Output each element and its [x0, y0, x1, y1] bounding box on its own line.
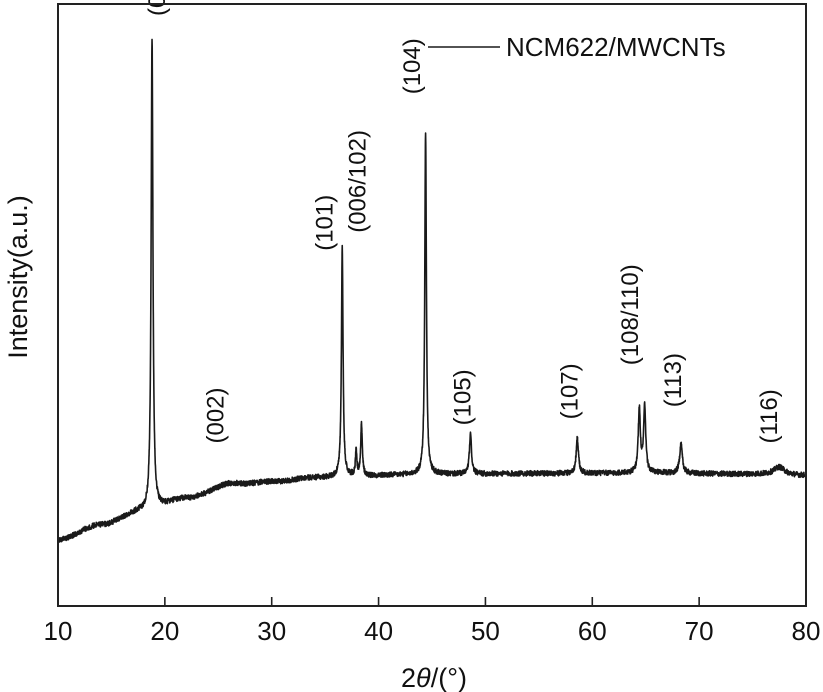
x-axis-title: 2θ/(°) [401, 663, 467, 692]
x-tick-label: 20 [150, 616, 179, 646]
legend: NCM622/MWCNTs [428, 32, 726, 62]
peak-label: (105) [450, 369, 477, 425]
peak-label: (002) [203, 387, 230, 443]
x-tick-label: 50 [471, 616, 500, 646]
peak-label: (108/110) [617, 264, 644, 365]
x-tick-label: 40 [364, 616, 393, 646]
y-axis-title: Intensity(a.u.) [3, 195, 33, 359]
peak-label: (003) [144, 0, 171, 16]
peak-label: (116) [756, 389, 783, 443]
peak-label: (113) [660, 353, 687, 407]
peak-labels: (003) (002) (101)(006/102) (104) (105) (107) (… [144, 0, 783, 444]
x-tick-label: 70 [685, 616, 714, 646]
series-line-ncm622-mwcnts [57, 38, 807, 543]
peak-label: (104) [399, 38, 426, 94]
x-tick-label: 60 [578, 616, 607, 646]
x-tick-label: 80 [792, 616, 821, 646]
x-tick-labels: 10 20 30 40 50 60 70 80 [44, 616, 821, 646]
x-tick-label: 30 [257, 616, 286, 646]
plot-frame [57, 3, 807, 607]
x-tick-label: 10 [44, 616, 73, 646]
peak-label: (101) [312, 195, 339, 251]
tick-marks [57, 597, 807, 606]
legend-label: NCM622/MWCNTs [506, 32, 726, 62]
peak-label: (006/102) [345, 130, 372, 233]
peak-label: (107) [556, 363, 583, 419]
